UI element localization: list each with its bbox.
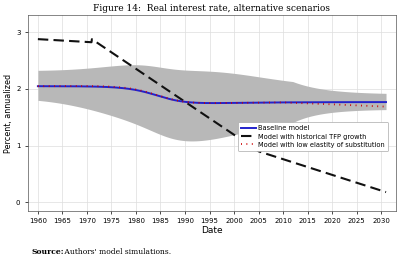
Model with historical TFP growth <box>36 38 40 41</box>
Title: Figure 14:  Real interest rate, alternative scenarios: Figure 14: Real interest rate, alternati… <box>94 4 330 13</box>
Model with low elastity of substitution <box>78 85 83 88</box>
Line: Baseline model: Baseline model <box>38 86 386 103</box>
Baseline model <box>258 101 262 104</box>
Model with low elastity of substitution <box>247 101 252 104</box>
Model with low elastity of substitution <box>36 85 40 88</box>
Model with low elastity of substitution <box>336 103 340 106</box>
Text: Authors' model simulations.: Authors' model simulations. <box>62 248 171 256</box>
Legend: Baseline model, Model with historical TFP growth, Model with low elastity of sub: Baseline model, Model with historical TF… <box>238 122 388 151</box>
Model with low elastity of substitution <box>57 85 62 88</box>
Baseline model <box>211 102 216 105</box>
Line: Model with historical TFP growth: Model with historical TFP growth <box>38 39 386 192</box>
Model with historical TFP growth <box>335 175 340 178</box>
Model with historical TFP growth <box>300 164 304 167</box>
Text: Source:: Source: <box>32 248 65 256</box>
X-axis label: Date: Date <box>201 226 223 235</box>
Baseline model <box>57 85 62 88</box>
Baseline model <box>247 101 252 104</box>
Baseline model <box>336 101 340 104</box>
Baseline model <box>238 101 243 104</box>
Model with historical TFP growth <box>247 143 252 146</box>
Y-axis label: Percent, annualized: Percent, annualized <box>4 74 13 153</box>
Model with historical TFP growth <box>57 39 62 42</box>
Model with historical TFP growth <box>384 191 388 194</box>
Model with low elastity of substitution <box>300 102 305 105</box>
Baseline model <box>300 101 305 104</box>
Model with low elastity of substitution <box>238 101 243 104</box>
Model with low elastity of substitution <box>384 105 388 108</box>
Baseline model <box>36 85 40 88</box>
Model with low elastity of substitution <box>258 101 262 104</box>
Line: Model with low elastity of substitution: Model with low elastity of substitution <box>38 86 386 107</box>
Baseline model <box>384 100 388 104</box>
Model with historical TFP growth <box>257 150 262 153</box>
Model with historical TFP growth <box>238 137 242 140</box>
